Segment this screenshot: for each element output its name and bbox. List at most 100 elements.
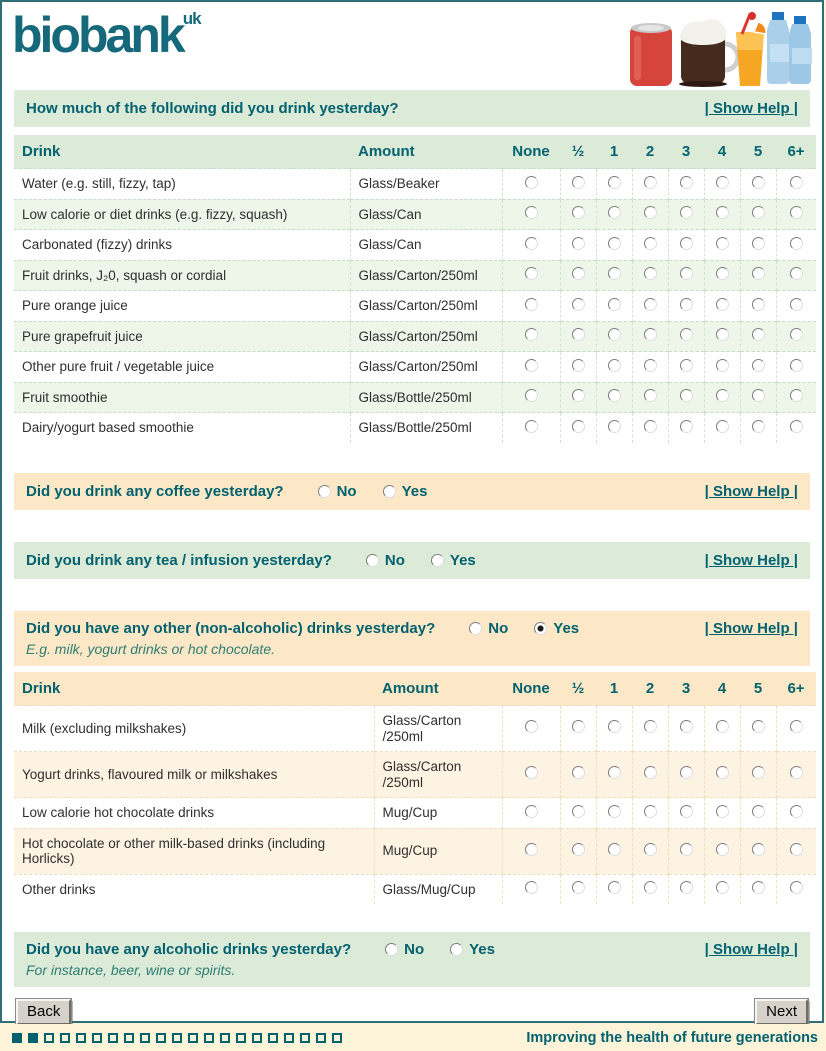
count-radio-5[interactable] (751, 297, 765, 311)
count-radio-6+[interactable] (789, 720, 803, 734)
count-radio-2[interactable] (643, 236, 657, 250)
count-radio-3[interactable] (679, 297, 693, 311)
count-radio-3[interactable] (679, 358, 693, 372)
count-radio-6+[interactable] (789, 881, 803, 895)
count-radio-6+[interactable] (789, 175, 803, 189)
count-radio-None[interactable] (524, 419, 538, 433)
count-radio-5[interactable] (751, 206, 765, 220)
count-radio-4[interactable] (715, 419, 729, 433)
tea-no-radio[interactable] (365, 553, 379, 567)
tea-yes-label[interactable]: Yes (449, 551, 476, 569)
count-radio-6+[interactable] (789, 328, 803, 342)
count-radio-½[interactable] (571, 297, 585, 311)
count-radio-2[interactable] (643, 804, 657, 818)
count-radio-2[interactable] (643, 842, 657, 856)
count-radio-4[interactable] (715, 842, 729, 856)
alcohol-yes-label[interactable]: Yes (469, 941, 495, 959)
count-radio-½[interactable] (571, 804, 585, 818)
count-radio-2[interactable] (643, 358, 657, 372)
count-radio-6+[interactable] (789, 804, 803, 818)
count-radio-None[interactable] (524, 720, 538, 734)
count-radio-None[interactable] (524, 236, 538, 250)
other-yes-label[interactable]: Yes (553, 619, 580, 637)
count-radio-6+[interactable] (789, 842, 803, 856)
count-radio-4[interactable] (715, 720, 729, 734)
count-radio-1[interactable] (607, 358, 621, 372)
count-radio-2[interactable] (643, 720, 657, 734)
show-help-link-tea[interactable]: | Show Help | (704, 551, 798, 569)
count-radio-½[interactable] (571, 419, 585, 433)
count-radio-3[interactable] (679, 766, 693, 780)
show-help-link-main[interactable]: | Show Help | (704, 100, 798, 117)
count-radio-2[interactable] (643, 175, 657, 189)
coffee-no-radio[interactable] (317, 484, 331, 498)
count-radio-None[interactable] (524, 175, 538, 189)
count-radio-1[interactable] (607, 720, 621, 734)
count-radio-2[interactable] (643, 328, 657, 342)
count-radio-3[interactable] (679, 419, 693, 433)
count-radio-4[interactable] (715, 175, 729, 189)
count-radio-½[interactable] (571, 358, 585, 372)
count-radio-6+[interactable] (789, 389, 803, 403)
count-radio-6+[interactable] (789, 419, 803, 433)
count-radio-3[interactable] (679, 236, 693, 250)
count-radio-6+[interactable] (789, 236, 803, 250)
count-radio-½[interactable] (571, 206, 585, 220)
count-radio-None[interactable] (524, 328, 538, 342)
count-radio-5[interactable] (751, 175, 765, 189)
count-radio-3[interactable] (679, 267, 693, 281)
count-radio-5[interactable] (751, 236, 765, 250)
count-radio-4[interactable] (715, 804, 729, 818)
count-radio-1[interactable] (607, 881, 621, 895)
count-radio-½[interactable] (571, 236, 585, 250)
count-radio-1[interactable] (607, 267, 621, 281)
count-radio-1[interactable] (607, 297, 621, 311)
count-radio-1[interactable] (607, 175, 621, 189)
count-radio-4[interactable] (715, 766, 729, 780)
count-radio-5[interactable] (751, 389, 765, 403)
count-radio-5[interactable] (751, 267, 765, 281)
count-radio-½[interactable] (571, 766, 585, 780)
count-radio-6+[interactable] (789, 206, 803, 220)
show-help-link-alcohol[interactable]: | Show Help | (704, 941, 798, 959)
coffee-no-label[interactable]: No (336, 482, 357, 500)
count-radio-1[interactable] (607, 236, 621, 250)
count-radio-6+[interactable] (789, 267, 803, 281)
count-radio-None[interactable] (524, 267, 538, 281)
other-yes-radio[interactable] (534, 621, 548, 635)
count-radio-2[interactable] (643, 267, 657, 281)
back-button[interactable]: Back (14, 998, 73, 1027)
count-radio-½[interactable] (571, 842, 585, 856)
count-radio-None[interactable] (524, 881, 538, 895)
count-radio-4[interactable] (715, 267, 729, 281)
coffee-yes-radio[interactable] (382, 484, 396, 498)
count-radio-½[interactable] (571, 267, 585, 281)
count-radio-1[interactable] (607, 766, 621, 780)
count-radio-5[interactable] (751, 842, 765, 856)
alcohol-yes-radio[interactable] (450, 943, 464, 957)
show-help-link-coffee[interactable]: | Show Help | (704, 482, 798, 500)
count-radio-1[interactable] (607, 419, 621, 433)
count-radio-5[interactable] (751, 419, 765, 433)
count-radio-3[interactable] (679, 328, 693, 342)
count-radio-None[interactable] (524, 842, 538, 856)
count-radio-4[interactable] (715, 328, 729, 342)
count-radio-3[interactable] (679, 881, 693, 895)
count-radio-½[interactable] (571, 720, 585, 734)
count-radio-4[interactable] (715, 881, 729, 895)
count-radio-3[interactable] (679, 389, 693, 403)
count-radio-None[interactable] (524, 358, 538, 372)
count-radio-½[interactable] (571, 328, 585, 342)
next-button[interactable]: Next (754, 998, 809, 1027)
show-help-link-other[interactable]: | Show Help | (704, 619, 798, 637)
count-radio-3[interactable] (679, 206, 693, 220)
alcohol-no-label[interactable]: No (404, 941, 425, 959)
count-radio-3[interactable] (679, 804, 693, 818)
tea-yes-radio[interactable] (430, 553, 444, 567)
count-radio-3[interactable] (679, 842, 693, 856)
count-radio-2[interactable] (643, 419, 657, 433)
count-radio-None[interactable] (524, 206, 538, 220)
count-radio-4[interactable] (715, 297, 729, 311)
count-radio-None[interactable] (524, 297, 538, 311)
count-radio-½[interactable] (571, 881, 585, 895)
